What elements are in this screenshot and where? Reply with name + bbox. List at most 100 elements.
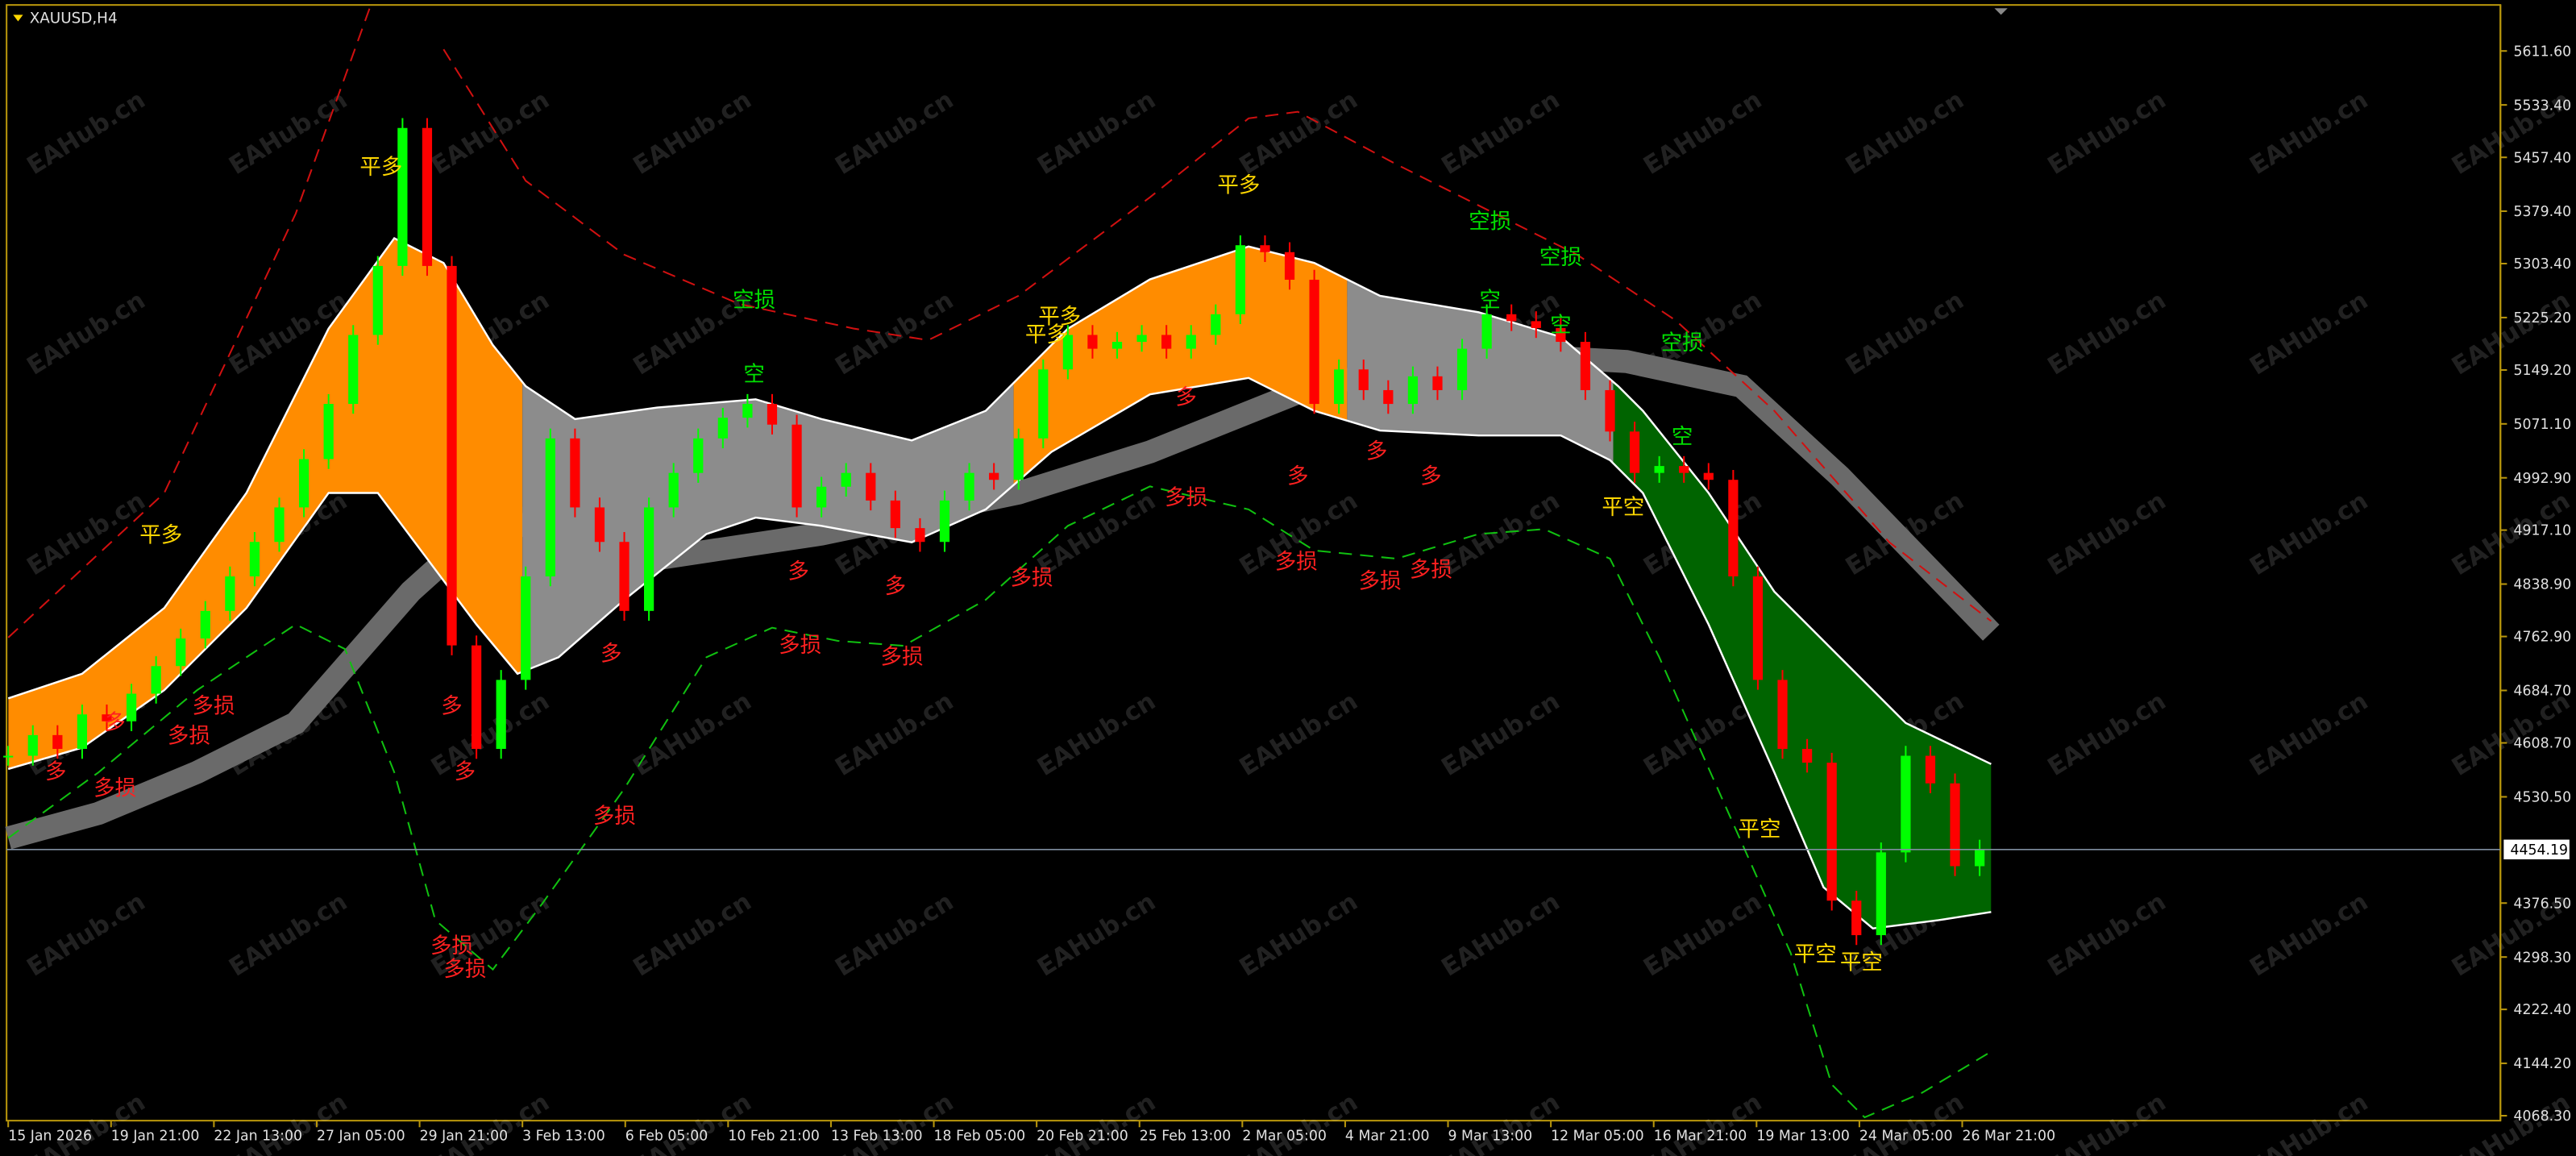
candle [1161, 335, 1172, 349]
candle [1679, 466, 1689, 473]
signal-label: 平多 [1025, 322, 1068, 347]
time-label: 15 Jan 2026 [8, 1129, 92, 1145]
signal-label: 多 [1420, 464, 1442, 489]
time-label: 29 Jan 21:00 [420, 1129, 509, 1145]
candle [594, 507, 605, 543]
candle [939, 500, 950, 543]
signal-label: 空损 [1469, 209, 1511, 234]
axes: 5611.60 5533.40 5457.40 5379.40 5303.40 5225.… [6, 44, 2572, 1145]
candle [249, 542, 260, 577]
signal-label: 空 [1672, 424, 1693, 449]
current-price-label: 4454.19 [2510, 842, 2568, 859]
time-label: 10 Feb 21:00 [728, 1129, 820, 1145]
lower-envelope [7, 485, 1992, 1119]
candle [1309, 280, 1319, 405]
price-label: 4222.40 [2514, 1002, 2572, 1018]
candle [1383, 389, 1394, 405]
signal-label: 多 [1366, 439, 1388, 464]
candle [176, 638, 186, 667]
time-label: 20 Feb 21:00 [1037, 1129, 1128, 1145]
signal-label: 多损 [1410, 557, 1452, 582]
signal-label: 平空 [1738, 817, 1780, 842]
price-label: 5379.40 [2514, 204, 2572, 220]
signal-label: 多损 [593, 804, 636, 829]
signal-label: 多损 [779, 633, 821, 658]
time-label: 4 Mar 21:00 [1345, 1129, 1430, 1145]
candle [372, 265, 383, 335]
signal-label: 多损 [1359, 569, 1402, 594]
signal-label: 多 [455, 759, 476, 784]
price-label: 4917.10 [2514, 523, 2572, 539]
candle [151, 666, 161, 694]
candle [1211, 314, 1221, 335]
candle [570, 438, 580, 508]
channel-upper [7, 237, 1992, 765]
signal-label: 平空 [1840, 950, 1883, 975]
signal-label: 多 [885, 574, 907, 599]
signal-label: 多损 [168, 723, 210, 748]
price-label: 4838.90 [2514, 577, 2572, 593]
price-label: 4298.30 [2514, 950, 2572, 966]
candle [52, 734, 63, 749]
candle [742, 404, 753, 418]
signal-label: 平多 [1217, 173, 1260, 198]
candle [644, 507, 654, 611]
price-label: 4530.50 [2514, 790, 2572, 806]
candle [1826, 763, 1837, 901]
signal-label: 多损 [881, 644, 924, 669]
time-label: 13 Feb 13:00 [831, 1129, 923, 1145]
candle [1801, 748, 1813, 763]
candle [200, 610, 210, 639]
candle [1136, 335, 1147, 343]
candle [521, 576, 531, 680]
candle [767, 404, 778, 425]
menu-arrow[interactable] [13, 15, 23, 22]
candle [1654, 466, 1664, 473]
candle [1235, 245, 1246, 314]
candle [323, 404, 334, 459]
signal-label: 多 [45, 759, 66, 784]
candle [1062, 335, 1073, 370]
candle [1358, 369, 1369, 390]
candle [1407, 376, 1419, 405]
signal-label: 多 [104, 710, 126, 735]
candle [1580, 342, 1591, 390]
signal-label: 多损 [192, 694, 235, 719]
time-label: 25 Feb 13:00 [1140, 1129, 1232, 1145]
candle [1013, 438, 1024, 480]
candle [1605, 389, 1615, 432]
time-label: 9 Mar 13:00 [1448, 1129, 1533, 1145]
signal-label: 多 [787, 559, 809, 584]
candle [717, 418, 728, 439]
signal-label: 多损 [1275, 549, 1318, 574]
candle [791, 424, 802, 508]
signal-label: 空 [743, 362, 765, 387]
candle [1260, 245, 1270, 252]
signal-label: 多损 [443, 957, 486, 982]
time-label: 2 Mar 05:00 [1242, 1129, 1327, 1145]
signal-label: 多损 [1165, 485, 1207, 510]
price-label: 4684.70 [2514, 684, 2572, 700]
candle [1556, 327, 1566, 343]
candles [3, 118, 1985, 946]
candle [1038, 369, 1049, 439]
candle [1974, 849, 1985, 867]
time-label: 19 Jan 21:00 [111, 1129, 200, 1145]
price-label: 5303.40 [2514, 256, 2572, 272]
candle [1506, 314, 1517, 322]
candle [298, 459, 310, 508]
symbol-title: XAUUSD,H4 [30, 10, 118, 27]
signal-label: 多损 [1011, 566, 1053, 591]
candle [841, 472, 851, 487]
candle [1186, 335, 1196, 349]
signal-label: 多 [600, 641, 622, 666]
candle [496, 680, 506, 749]
signal-label: 多 [1175, 385, 1197, 410]
candle [348, 335, 359, 405]
price-label: 4762.90 [2514, 630, 2572, 646]
candle [890, 500, 900, 529]
price-label: 4992.90 [2514, 471, 2572, 487]
time-label: 19 Mar 13:00 [1756, 1129, 1850, 1145]
candle [126, 693, 137, 721]
